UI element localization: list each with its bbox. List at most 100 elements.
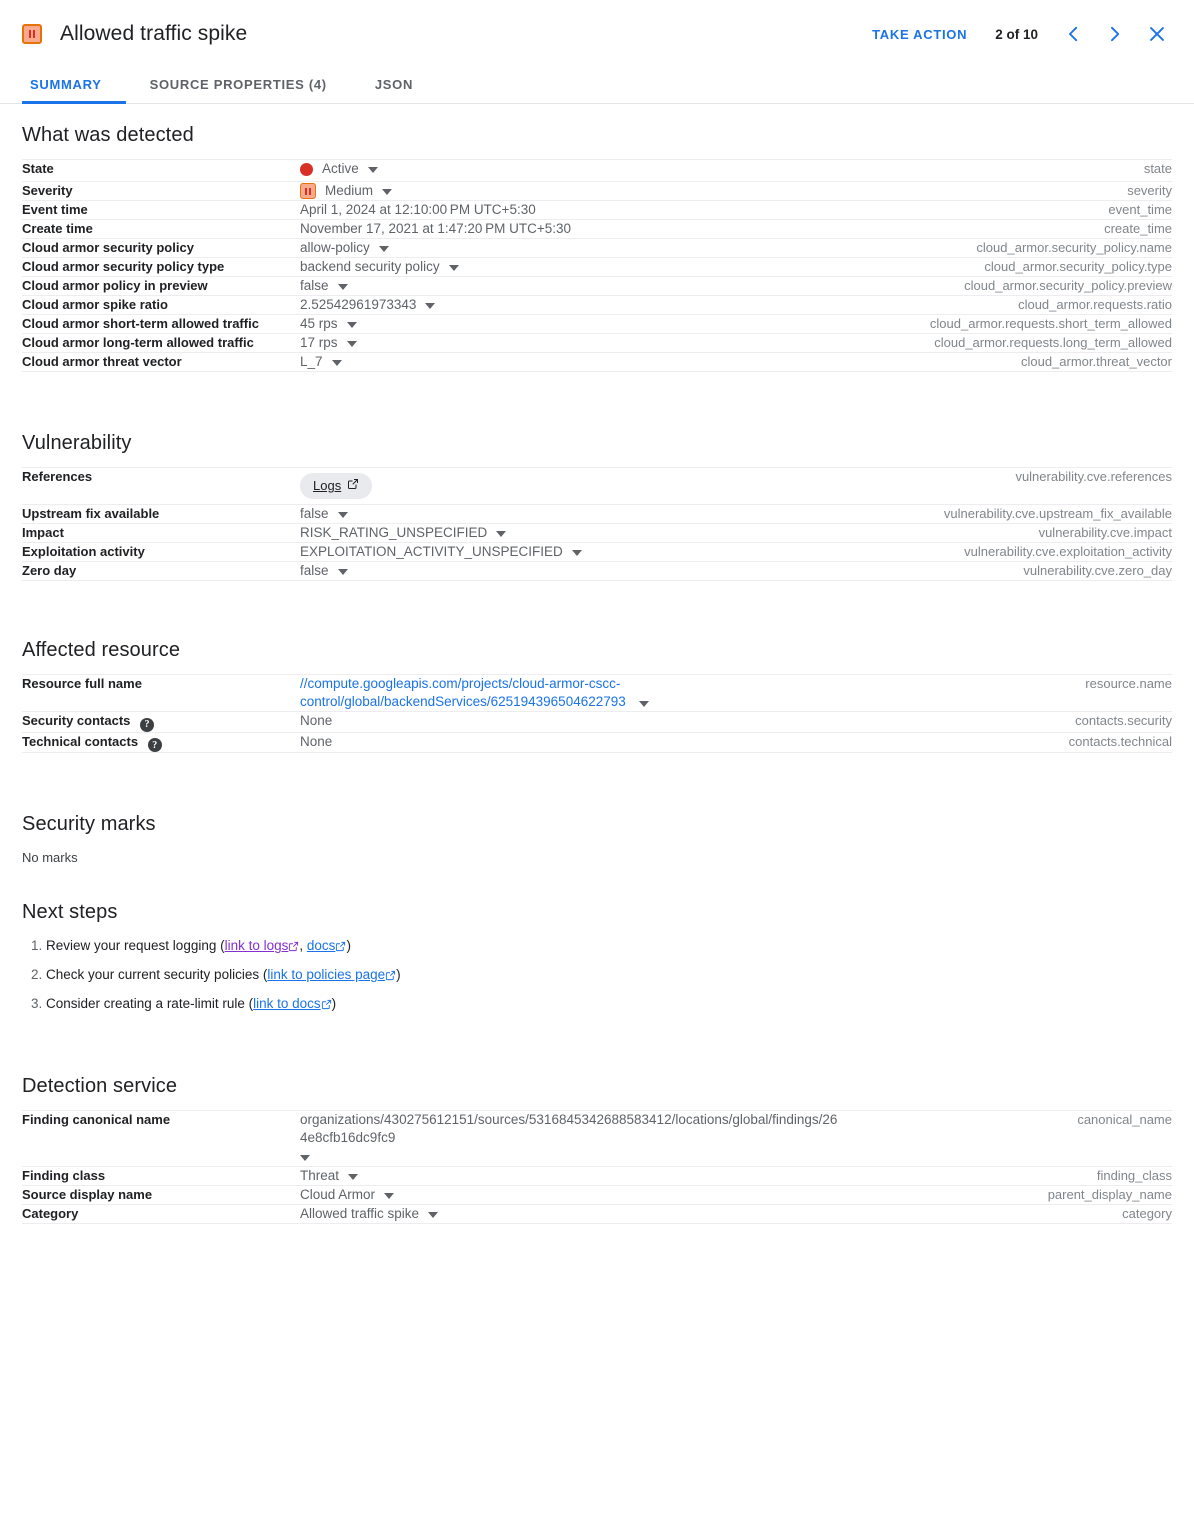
row-label: Cloud armor policy in preview (22, 278, 208, 293)
detail-tabs: SUMMARY SOURCE PROPERTIES (4) JSON (0, 68, 1194, 104)
chevron-down-icon[interactable] (337, 511, 348, 518)
chevron-down-icon[interactable] (346, 340, 357, 347)
chevron-down-icon[interactable] (331, 359, 342, 366)
close-icon (1146, 23, 1168, 45)
link-to-docs-rate-limit[interactable]: link to docs (253, 996, 321, 1011)
step-text: Consider creating a rate-limit rule ( (46, 996, 254, 1011)
logs-reference-chip[interactable]: Logs (300, 473, 373, 499)
link-to-docs[interactable]: docs (306, 938, 336, 953)
logs-chip-label: Logs (313, 478, 342, 493)
row-label: Cloud armor threat vector (22, 354, 182, 369)
step-separator: , (299, 938, 307, 953)
chevron-right-icon (1104, 23, 1126, 45)
link-to-logs[interactable]: link to logs (224, 938, 289, 953)
row-path: category (1122, 1206, 1172, 1221)
row-value: RISK_RATING_UNSPECIFIED (300, 524, 842, 543)
short-term-allowed-value: 45 rps (300, 316, 338, 331)
row-label: Cloud armor spike ratio (22, 297, 168, 312)
state-value: Active (322, 161, 359, 176)
chevron-down-icon[interactable] (337, 283, 348, 290)
chevron-down-icon[interactable] (425, 302, 436, 309)
tab-json[interactable]: JSON (374, 77, 414, 92)
long-term-allowed-value: 17 rps (300, 335, 338, 350)
tab-source-properties[interactable]: SOURCE PROPERTIES (4) (149, 77, 327, 92)
severity-value: Medium (325, 183, 374, 198)
threat-vector-value: L_7 (300, 354, 323, 369)
security-contacts-label: Security contacts (22, 713, 131, 728)
chevron-down-icon[interactable] (571, 549, 582, 556)
help-icon[interactable]: ? (140, 717, 154, 732)
chevron-down-icon[interactable] (337, 568, 348, 575)
section-next-steps: Next steps Review your request logging (… (22, 865, 1172, 1015)
medium-severity-icon (22, 24, 42, 44)
close-panel-button[interactable] (1136, 13, 1178, 55)
chevron-down-icon[interactable] (382, 188, 393, 195)
row-label: Security contacts ? (22, 712, 300, 733)
row-label: Cloud armor security policy type (22, 259, 225, 274)
table-row: Category Allowed traffic spike category (22, 1205, 1172, 1224)
table-row: State Active state (22, 159, 1172, 181)
resource-full-name-link[interactable]: //compute.googleapis.com/projects/cloud-… (300, 676, 626, 709)
header-left-group: Allowed traffic spike (22, 22, 858, 46)
row-label: State (22, 161, 54, 176)
chevron-down-icon[interactable] (367, 166, 378, 173)
table-row: Finding class Threat finding_class (22, 1167, 1172, 1186)
row-value: 2.52542961973343 (300, 296, 842, 315)
chevron-down-icon[interactable] (348, 1173, 359, 1180)
chevron-down-icon[interactable] (346, 321, 357, 328)
table-row: Source display name Cloud Armor parent_d… (22, 1186, 1172, 1205)
chevron-down-icon[interactable] (428, 1211, 439, 1218)
vulnerability-properties-table: References Logs vulnerability.cve.refere… (22, 467, 1172, 581)
previous-finding-button[interactable] (1052, 13, 1094, 55)
row-value: Threat (300, 1167, 842, 1186)
page-title: Allowed traffic spike (60, 22, 248, 45)
row-path: vulnerability.cve.references (1015, 469, 1172, 484)
row-path: event_time (1108, 202, 1172, 217)
row-value: organizations/430275612151/sources/53168… (300, 1111, 842, 1167)
external-link-icon (385, 967, 396, 986)
security-policy-value: allow-policy (300, 240, 370, 255)
chevron-down-icon[interactable] (384, 1192, 395, 1199)
row-path: cloud_armor.security_policy.name (976, 240, 1172, 255)
pager-count: 2 of 10 (995, 26, 1038, 42)
section-title-what-was-detected: What was detected (22, 124, 194, 146)
row-path: canonical_name (1077, 1112, 1172, 1127)
row-label: Technical contacts ? (22, 732, 300, 753)
chevron-down-icon[interactable] (496, 530, 507, 537)
row-label: Source display name (22, 1187, 153, 1202)
step-suffix: ) (346, 938, 351, 953)
section-detection-service: Detection service Finding canonical name… (22, 1023, 1172, 1224)
create-time-value: November 17, 2021 at 1:47:20 PM UTC+5:30 (300, 221, 571, 236)
security-marks-empty-text: No marks (22, 850, 78, 865)
table-row: Event time April 1, 2024 at 12:10:00 PM … (22, 201, 1172, 220)
row-label: Cloud armor long-term allowed traffic (22, 335, 254, 350)
canonical-name-value: organizations/430275612151/sources/53168… (300, 1112, 838, 1145)
detected-properties-table: State Active state Severity (22, 159, 1172, 372)
table-row: Upstream fix available false vulnerabili… (22, 505, 1172, 524)
chevron-down-icon[interactable] (639, 701, 649, 707)
row-path: vulnerability.cve.upstream_fix_available (943, 506, 1172, 521)
section-title-affected-resource: Affected resource (22, 639, 181, 661)
row-label: Category (22, 1206, 79, 1221)
chevron-down-icon[interactable] (300, 1155, 310, 1161)
row-label: Exploitation activity (22, 544, 145, 559)
take-action-button[interactable]: TAKE ACTION (872, 26, 968, 42)
tab-summary[interactable]: SUMMARY (22, 77, 126, 104)
table-row: Finding canonical name organizations/430… (22, 1110, 1172, 1167)
external-link-icon (335, 938, 346, 957)
row-label: Upstream fix available (22, 506, 160, 521)
next-finding-button[interactable] (1094, 13, 1136, 55)
link-to-policies-page[interactable]: link to policies page (267, 967, 386, 982)
medium-severity-icon (300, 183, 316, 199)
row-label: Create time (22, 221, 93, 236)
row-path: cloud_armor.requests.long_term_allowed (934, 335, 1172, 350)
step-text: Review your request logging ( (46, 938, 225, 953)
section-affected-resource: Affected resource Resource full name //c… (22, 581, 1172, 753)
row-path: resource.name (1085, 676, 1172, 691)
chevron-down-icon[interactable] (378, 245, 389, 252)
help-icon[interactable]: ? (147, 738, 162, 752)
row-value: None (300, 712, 842, 733)
category-value: Allowed traffic spike (300, 1206, 420, 1221)
chevron-down-icon[interactable] (448, 264, 459, 271)
row-path: severity (1127, 182, 1172, 198)
